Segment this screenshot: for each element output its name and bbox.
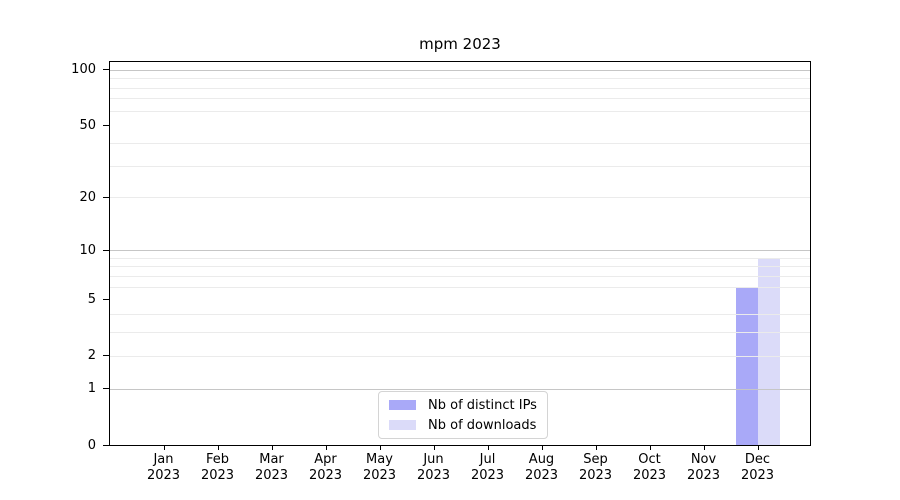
plot-area bbox=[109, 61, 811, 446]
x-tick-year: 2023 bbox=[416, 468, 451, 483]
x-tick-month: Mar bbox=[259, 452, 284, 467]
gridline-minor bbox=[110, 257, 810, 259]
x-tick-label: Mar 2023 bbox=[240, 452, 304, 484]
x-tick-year: 2023 bbox=[524, 468, 559, 483]
bar bbox=[757, 257, 780, 445]
x-tick-year: 2023 bbox=[632, 468, 667, 483]
y-tick-mark bbox=[103, 444, 109, 446]
x-tick-year: 2023 bbox=[254, 468, 289, 483]
y-tick-mark bbox=[103, 298, 109, 300]
x-tick-label: Aug 2023 bbox=[510, 452, 574, 484]
x-tick-year: 2023 bbox=[686, 468, 721, 483]
y-tick-label: 100 bbox=[71, 62, 96, 78]
x-tick-month: Oct bbox=[638, 452, 661, 467]
gridline-major bbox=[110, 69, 810, 71]
x-tick-mark bbox=[217, 446, 219, 450]
x-tick-label: Jan 2023 bbox=[132, 452, 196, 484]
x-tick-month: Jan bbox=[153, 452, 174, 467]
x-tick-label: Sep 2023 bbox=[564, 452, 628, 484]
y-tick-label: 10 bbox=[79, 242, 96, 258]
x-tick-mark bbox=[379, 446, 381, 450]
gridline-minor bbox=[110, 197, 810, 199]
x-tick-label: Jun 2023 bbox=[402, 452, 466, 484]
x-tick-year: 2023 bbox=[470, 468, 505, 483]
y-tick-label: 50 bbox=[79, 117, 96, 133]
x-tick-month: Nov bbox=[690, 452, 717, 467]
x-tick-mark bbox=[487, 446, 489, 450]
gridline-minor bbox=[110, 143, 810, 144]
x-tick-month: Apr bbox=[314, 452, 337, 467]
x-tick-mark bbox=[271, 446, 273, 450]
gridline-minor bbox=[110, 355, 810, 357]
y-tick-label: 0 bbox=[87, 437, 96, 453]
x-tick-label: May 2023 bbox=[348, 452, 412, 484]
x-tick-year: 2023 bbox=[578, 468, 613, 483]
gridline-minor bbox=[110, 78, 810, 80]
y-tick-mark bbox=[103, 249, 109, 251]
x-tick-mark bbox=[757, 446, 759, 450]
y-tick-mark bbox=[103, 69, 109, 71]
x-tick-year: 2023 bbox=[308, 468, 343, 483]
x-tick-year: 2023 bbox=[740, 468, 775, 483]
x-tick-year: 2023 bbox=[146, 468, 181, 483]
x-tick-label: Jul 2023 bbox=[456, 452, 520, 484]
x-tick-month: Jun bbox=[423, 452, 444, 467]
gridline-minor bbox=[110, 286, 810, 288]
x-tick-label: Apr 2023 bbox=[294, 452, 358, 484]
y-tick-mark bbox=[103, 124, 109, 126]
gridline-minor bbox=[110, 314, 810, 316]
gridline-minor bbox=[110, 110, 810, 112]
x-tick-label: Feb 2023 bbox=[186, 452, 250, 484]
x-tick-mark bbox=[649, 446, 651, 450]
x-tick-month: May bbox=[366, 452, 393, 467]
legend-label: Nb of distinct IPs bbox=[428, 397, 537, 413]
x-tick-month: Aug bbox=[528, 452, 555, 467]
x-tick-month: Sep bbox=[583, 452, 608, 467]
x-tick-year: 2023 bbox=[200, 468, 235, 483]
chart-title: mpm 2023 bbox=[419, 35, 501, 53]
y-tick-label: 1 bbox=[87, 381, 96, 397]
x-tick-month: Dec bbox=[744, 452, 771, 467]
x-tick-label: Nov 2023 bbox=[672, 452, 736, 484]
x-tick-mark bbox=[433, 446, 435, 450]
y-tick-label: 20 bbox=[79, 189, 96, 205]
legend: Nb of distinct IPs Nb of downloads bbox=[378, 391, 548, 439]
x-tick-mark bbox=[325, 446, 327, 450]
legend-row: Nb of downloads bbox=[389, 417, 537, 433]
y-tick-mark bbox=[103, 388, 109, 390]
legend-row: Nb of distinct IPs bbox=[389, 397, 537, 413]
bar bbox=[735, 286, 758, 445]
gridline-minor bbox=[110, 332, 810, 334]
x-tick-mark bbox=[595, 446, 597, 450]
x-tick-label: Dec 2023 bbox=[726, 452, 790, 484]
y-tick-mark bbox=[103, 196, 109, 198]
y-tick-label: 5 bbox=[87, 291, 96, 307]
gridline-minor bbox=[110, 87, 810, 89]
gridline-minor bbox=[110, 275, 810, 277]
y-tick-label: 2 bbox=[87, 348, 96, 364]
x-tick-year: 2023 bbox=[362, 468, 397, 483]
x-tick-mark bbox=[163, 446, 165, 450]
gridline-major bbox=[110, 388, 810, 390]
x-tick-month: Jul bbox=[479, 452, 496, 467]
legend-label: Nb of downloads bbox=[428, 417, 537, 433]
y-tick-mark bbox=[103, 355, 109, 357]
x-tick-mark bbox=[703, 446, 705, 450]
x-tick-mark bbox=[541, 446, 543, 450]
x-tick-label: Oct 2023 bbox=[618, 452, 682, 484]
legend-swatch bbox=[389, 420, 416, 430]
gridline-minor bbox=[110, 165, 810, 167]
gridline-major bbox=[110, 250, 810, 251]
x-tick-month: Feb bbox=[205, 452, 230, 467]
legend-swatch bbox=[389, 400, 416, 410]
gridline-minor bbox=[110, 266, 810, 268]
gridline-minor bbox=[110, 98, 810, 100]
